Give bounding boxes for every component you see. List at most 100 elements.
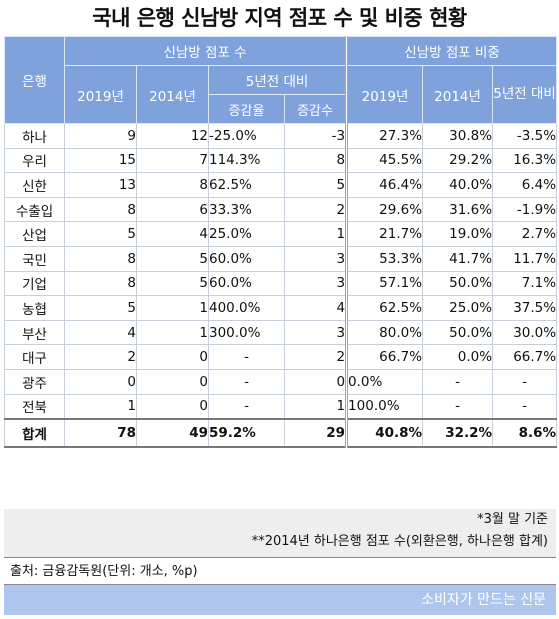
- branches-2014: 6: [136, 196, 209, 223]
- share-change: -: [492, 368, 558, 395]
- branches-2019: 9: [64, 123, 137, 149]
- share-2019: 0.0%: [345, 368, 424, 395]
- share-2014: 0.0%: [422, 344, 494, 370]
- branches-2019: 8: [64, 245, 137, 272]
- change-rate: 60.0%: [208, 270, 285, 297]
- change-count: 8: [283, 147, 348, 174]
- share-2019: 46.4%: [345, 172, 424, 198]
- bank-name: 신한: [4, 172, 65, 198]
- change-rate: -: [208, 344, 285, 370]
- change-rate: 25.0%: [208, 221, 285, 247]
- table-row: 산업 5 4 25.0% 1 21.7% 19.0% 2.7%: [4, 221, 558, 247]
- branches-2014: 5: [136, 245, 209, 272]
- branch-table: 은행 신남방 점포 수 신남방 점포 비중 2019년 2014년 5년전 대비…: [4, 36, 558, 449]
- branches-2019: 2: [64, 344, 137, 370]
- branches-2014: 0: [136, 344, 209, 370]
- bank-name: 기업: [4, 270, 65, 297]
- share-2014: 31.6%: [422, 196, 494, 223]
- change-count: 1: [283, 393, 348, 420]
- bank-name: 농협: [4, 295, 65, 321]
- share-2014: -: [422, 368, 494, 395]
- branches-2019: 1: [64, 393, 137, 420]
- branches-2014: 0: [136, 368, 209, 395]
- share-2014: 41.7%: [422, 245, 494, 272]
- share-change: 6.4%: [492, 172, 558, 198]
- header-share-vs5y: 5년전 대비: [492, 65, 558, 124]
- change-count: 1: [283, 221, 348, 247]
- table-row: 우리 15 7 114.3% 8 45.5% 29.2% 16.3%: [4, 147, 558, 174]
- branches-2014: 1: [136, 319, 209, 346]
- header-rate: 증감율: [208, 94, 285, 124]
- change-count: 2: [283, 344, 348, 370]
- change-count: 3: [283, 319, 348, 346]
- branches-2019: 15: [64, 147, 137, 174]
- share-2019: 29.6%: [345, 196, 424, 223]
- share-change: 2.7%: [492, 221, 558, 247]
- table-row: 수출입 8 6 33.3% 2 29.6% 31.6% -1.9%: [4, 196, 558, 223]
- bank-name: 대구: [4, 344, 65, 370]
- change-rate: 114.3%: [208, 147, 285, 174]
- change-rate: 400.0%: [208, 295, 285, 321]
- branches-2019: 13: [64, 172, 137, 198]
- share-2014: 30.8%: [422, 123, 494, 149]
- change-rate: 60.0%: [208, 245, 285, 272]
- total-share-change: 8.6%: [492, 418, 558, 449]
- share-2019: 57.1%: [345, 270, 424, 297]
- share-2019: 100.0%: [345, 393, 424, 420]
- branches-2014: 12: [136, 123, 209, 149]
- share-2014: 40.0%: [422, 172, 494, 198]
- note-date: *3월 말 기준: [477, 512, 548, 527]
- total-change-count: 29: [283, 418, 348, 449]
- branches-2019: 8: [64, 196, 137, 223]
- share-2019: 62.5%: [345, 295, 424, 321]
- total-row: 합계 78 49 59.2% 29 40.8% 32.2% 8.6%: [4, 418, 558, 449]
- source-line: 출처: 금융감독원(단위: 개소, %p): [4, 557, 556, 585]
- table-row: 대구 2 0 - 2 66.7% 0.0% 66.7%: [4, 344, 558, 370]
- table-row: 전북 1 0 - 1 100.0% - -: [4, 393, 558, 420]
- share-change: 37.5%: [492, 295, 558, 321]
- header-bank: 은행: [4, 36, 65, 124]
- table-row: 광주 0 0 - 0 0.0% - -: [4, 368, 558, 395]
- change-rate: 62.5%: [208, 172, 285, 198]
- share-2019: 80.0%: [345, 319, 424, 346]
- share-2014: 19.0%: [422, 221, 494, 247]
- bank-name: 우리: [4, 147, 65, 174]
- bank-name: 부산: [4, 319, 65, 346]
- share-2014: 50.0%: [422, 270, 494, 297]
- branches-2014: 7: [136, 147, 209, 174]
- change-rate: 300.0%: [208, 319, 285, 346]
- branches-2014: 0: [136, 393, 209, 420]
- share-2019: 27.3%: [345, 123, 424, 149]
- branches-2014: 8: [136, 172, 209, 198]
- branches-2019: 4: [64, 319, 137, 346]
- change-count: 3: [283, 270, 348, 297]
- share-2019: 66.7%: [345, 344, 424, 370]
- bank-name: 하나: [4, 123, 65, 149]
- share-change: -3.5%: [492, 123, 558, 149]
- change-count: 0: [283, 368, 348, 395]
- bank-name: 전북: [4, 393, 65, 420]
- publisher-footer: 소비자가 만드는 신문: [4, 585, 556, 615]
- header-branches-2019: 2019년: [64, 65, 137, 124]
- header-branches-group: 신남방 점포 수: [63, 36, 348, 66]
- bank-name: 국민: [4, 245, 65, 272]
- share-change: -: [492, 393, 558, 420]
- share-2014: 29.2%: [422, 147, 494, 174]
- change-rate: -: [208, 393, 285, 420]
- branches-2014: 5: [136, 270, 209, 297]
- branches-2019: 5: [64, 295, 137, 321]
- header-share-2014: 2014년: [422, 65, 494, 124]
- total-share-2014: 32.2%: [422, 418, 494, 449]
- share-change: -1.9%: [492, 196, 558, 223]
- header-vs5y: 5년전 대비: [207, 65, 348, 95]
- total-branches-2019: 78: [64, 418, 137, 449]
- branches-2014: 1: [136, 295, 209, 321]
- total-branches-2014: 49: [136, 418, 209, 449]
- change-count: 3: [283, 245, 348, 272]
- total-change-rate: 59.2%: [208, 418, 285, 449]
- table-row: 부산 4 1 300.0% 3 80.0% 50.0% 30.0%: [4, 319, 558, 346]
- table-row: 하나 9 12 -25.0% -3 27.3% 30.8% -3.5%: [4, 123, 558, 149]
- share-change: 66.7%: [492, 344, 558, 370]
- share-change: 16.3%: [492, 147, 558, 174]
- header-share-group: 신남방 점포 비중: [345, 36, 558, 66]
